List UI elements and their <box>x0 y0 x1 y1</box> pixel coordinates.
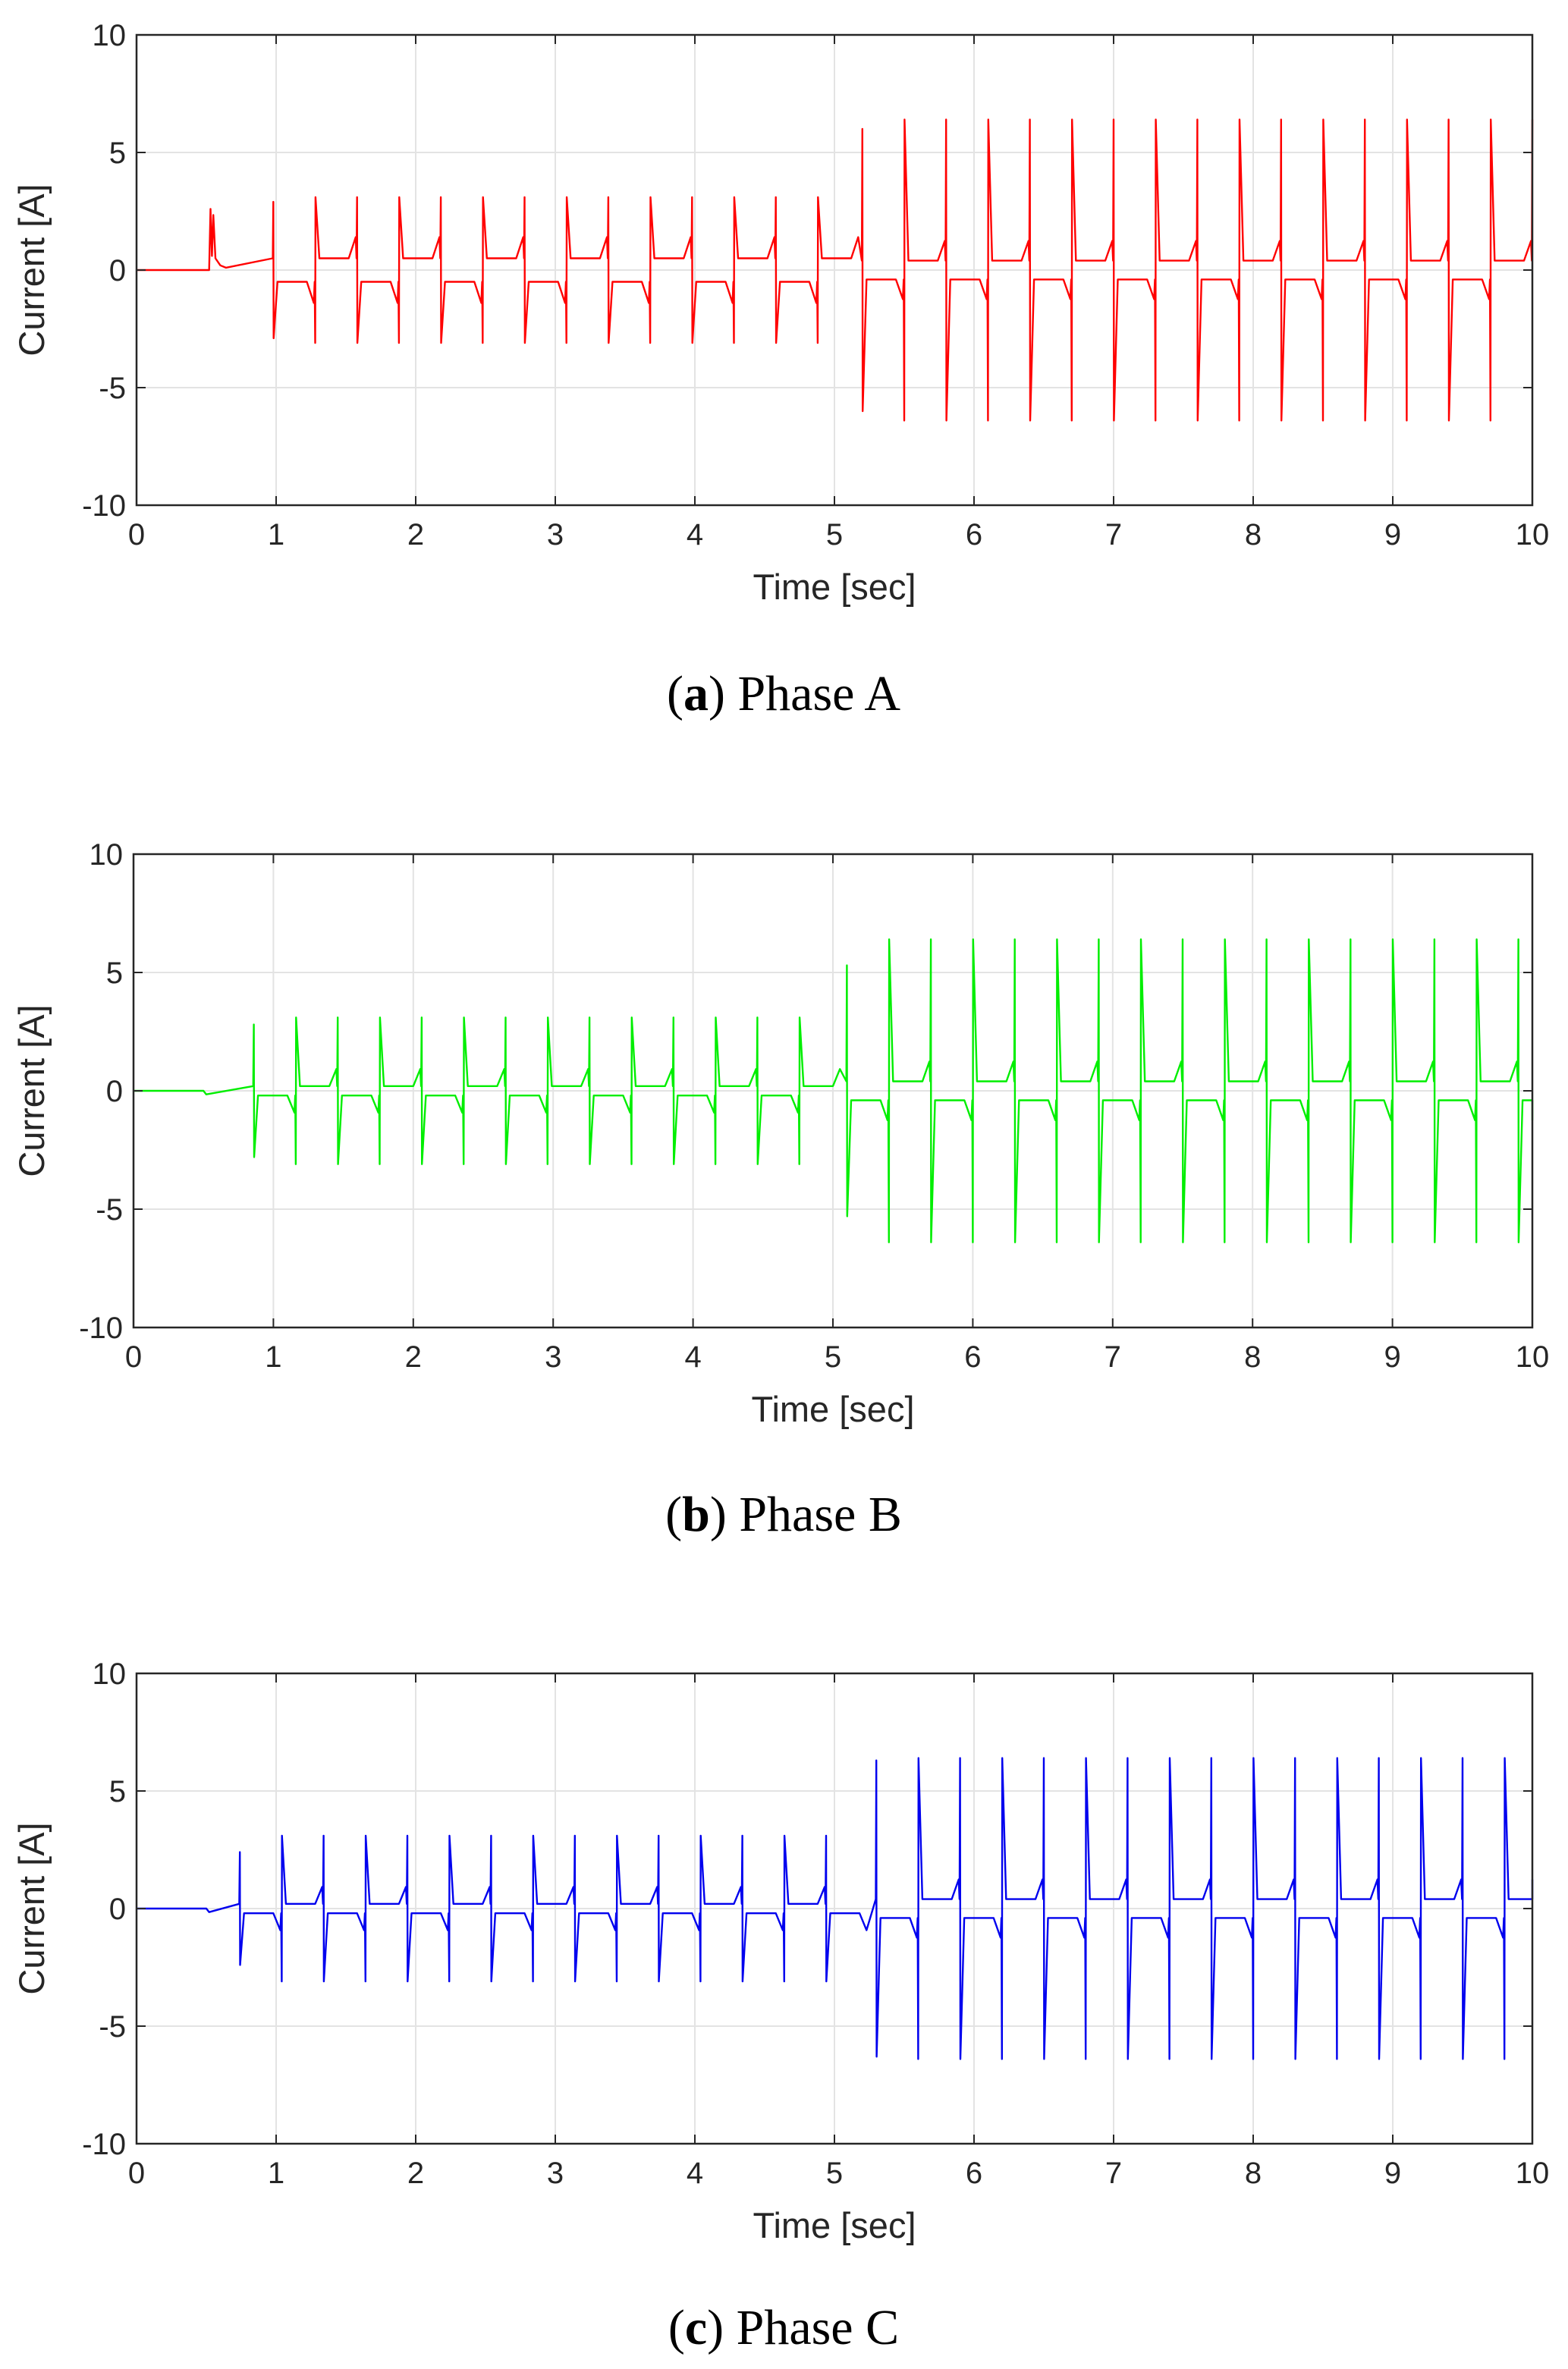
x-tick-label: 7 <box>1105 518 1122 551</box>
panel-caption: (a) Phase A <box>667 666 900 721</box>
caption-letter: c <box>685 2300 707 2355</box>
x-tick-label: 7 <box>1105 2157 1122 2190</box>
panel-caption: (c) Phase C <box>668 2300 899 2355</box>
caption-text: ) Phase A <box>709 666 900 721</box>
x-tick-label: 3 <box>545 1340 561 1374</box>
caption-open: ( <box>668 2300 685 2355</box>
x-tick-label: 4 <box>687 2157 703 2190</box>
x-axis-label: Time [sec] <box>753 567 916 607</box>
x-tick-label: 1 <box>265 1340 281 1374</box>
x-tick-label: 9 <box>1384 518 1401 551</box>
x-tick-label: 5 <box>825 1340 841 1374</box>
x-tick-label: 8 <box>1245 2157 1262 2190</box>
x-tick-label: 2 <box>407 518 424 551</box>
x-tick-label: 1 <box>268 518 284 551</box>
x-axis-label: Time [sec] <box>753 2205 916 2245</box>
x-tick-label: 2 <box>407 2157 424 2190</box>
x-tick-label: 6 <box>966 2157 982 2190</box>
x-tick-label: 3 <box>547 2157 564 2190</box>
x-tick-label: 4 <box>687 518 703 551</box>
caption-open: ( <box>665 1487 682 1542</box>
x-tick-label: 8 <box>1245 518 1262 551</box>
y-tick-label: 0 <box>109 1893 126 1926</box>
series-line-phase-b <box>134 938 1534 1243</box>
caption-text: ) Phase C <box>707 2300 899 2355</box>
chart-panel-phase-b: 0 1 2 3 4 5 6 7 8 9 10 -10 -5 0 5 10 Time [sec] Current [… <box>11 838 1549 1542</box>
x-tick-label: 8 <box>1244 1340 1261 1374</box>
x-tick-label: 4 <box>684 1340 701 1374</box>
y-axis-label: Current [A] <box>11 184 52 356</box>
series-line-phase-a <box>137 118 1534 422</box>
x-tick-label: 10 <box>1516 518 1550 551</box>
x-tick-label: 10 <box>1516 1340 1550 1374</box>
y-tick-label: -5 <box>99 2010 126 2044</box>
y-tick-label: 0 <box>106 1075 123 1108</box>
y-tick-label: 10 <box>90 838 124 872</box>
y-tick-label: -5 <box>99 372 126 405</box>
y-axis-label: Current [A] <box>11 1004 52 1177</box>
caption-open: ( <box>667 666 683 721</box>
y-tick-label: -10 <box>79 1312 123 1345</box>
x-tick-label: 9 <box>1384 1340 1400 1374</box>
caption-letter: a <box>683 666 709 721</box>
x-tick-label: 5 <box>826 2157 843 2190</box>
y-tick-label: 10 <box>93 1657 127 1691</box>
x-tick-label: 6 <box>966 518 982 551</box>
caption-text: ) Phase B <box>710 1487 902 1542</box>
x-tick-label: 0 <box>125 1340 142 1374</box>
y-tick-label: -10 <box>82 489 126 523</box>
y-tick-label: 5 <box>109 1775 126 1808</box>
x-tick-label: 7 <box>1105 1340 1121 1374</box>
x-tick-label: 5 <box>826 518 843 551</box>
chart-panel-phase-a: 0 1 2 3 4 5 6 7 8 9 10 -10 -5 0 5 10 Time [sec] Current [… <box>11 19 1549 721</box>
y-tick-label: 10 <box>93 19 127 52</box>
x-tick-label: 0 <box>128 2157 145 2190</box>
y-axis-label: Current [A] <box>11 1822 52 1994</box>
y-tick-label: 0 <box>109 254 126 287</box>
x-tick-label: 2 <box>405 1340 422 1374</box>
y-tick-label: -10 <box>82 2128 126 2161</box>
chart-panel-phase-c: 0 1 2 3 4 5 6 7 8 9 10 -10 -5 0 5 10 Time [sec] Current [… <box>11 1657 1549 2355</box>
x-tick-label: 0 <box>128 518 145 551</box>
x-tick-label: 3 <box>547 518 564 551</box>
x-tick-label: 6 <box>964 1340 981 1374</box>
y-tick-label: 5 <box>109 137 126 170</box>
panel-caption: (b) Phase B <box>665 1487 902 1542</box>
series-line-phase-c <box>137 1757 1534 2060</box>
x-tick-label: 9 <box>1384 2157 1401 2190</box>
x-tick-label: 1 <box>268 2157 284 2190</box>
y-tick-label: -5 <box>96 1193 123 1227</box>
x-tick-label: 10 <box>1516 2157 1550 2190</box>
y-tick-label: 5 <box>106 957 123 990</box>
x-axis-label: Time [sec] <box>751 1389 914 1429</box>
caption-letter: b <box>682 1487 710 1542</box>
